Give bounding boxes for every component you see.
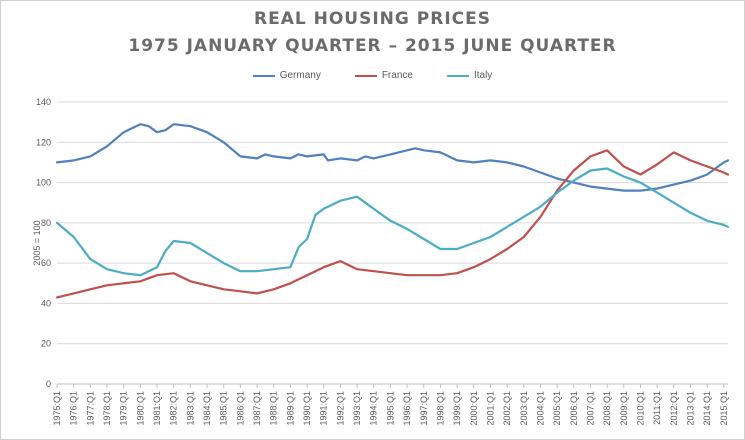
x-tick-label: 1991:Q1 xyxy=(319,391,329,426)
x-tick-label: 1989:Q1 xyxy=(285,391,295,426)
series-line-france xyxy=(55,149,730,299)
x-tick-label: 1985:Q1 xyxy=(219,391,229,426)
y-tick-label: 0 xyxy=(46,379,51,389)
x-tick-label: 1998:Q1 xyxy=(435,391,445,426)
x-tick-label: 2002:Q1 xyxy=(502,391,512,426)
y-tick-label: 140 xyxy=(36,97,51,107)
x-tick-label: 2000:Q1 xyxy=(469,391,479,426)
y-tick-label: 80 xyxy=(41,218,51,228)
y-tick-label: 120 xyxy=(36,137,51,147)
series-line-germany xyxy=(55,123,730,192)
x-tick-label: 2008:Q1 xyxy=(602,391,612,426)
x-tick-label: 1992:Q1 xyxy=(335,391,345,426)
x-tick-label: 2005:Q1 xyxy=(552,391,562,426)
x-tick-label: 2004:Q1 xyxy=(535,391,545,426)
legend-swatch-france xyxy=(354,74,377,77)
legend-item-germany: Germany xyxy=(252,70,321,81)
legend-item-italy: Italy xyxy=(446,70,493,81)
x-tick-label: 1983:Q1 xyxy=(185,391,195,426)
x-tick-label: 2001:Q1 xyxy=(485,391,495,426)
legend-label-germany: Germany xyxy=(279,70,321,81)
y-tick-label: 40 xyxy=(41,298,51,308)
x-tick-label: 2013:Q1 xyxy=(685,391,695,426)
x-tick-label: 1978:Q1 xyxy=(102,391,112,426)
x-tick-label: 1995:Q1 xyxy=(385,391,395,426)
x-tick-label: 1997:Q1 xyxy=(419,391,429,426)
x-tick-label: 2009:Q1 xyxy=(619,391,629,426)
x-tick-label: 1987:Q1 xyxy=(252,391,262,426)
x-tick-label: 2006:Q1 xyxy=(569,391,579,426)
legend-swatch-italy xyxy=(446,74,469,77)
x-tick-label: 2007:Q1 xyxy=(585,391,595,426)
x-tick-label: 1982:Q1 xyxy=(169,391,179,426)
x-tick-label: 1990:Q1 xyxy=(302,391,312,426)
x-tick-label: 1977:Q1 xyxy=(85,391,95,426)
x-tick-label: 2003:Q1 xyxy=(519,391,529,426)
x-tick-label: 1996:Q1 xyxy=(402,391,412,426)
legend-label-italy: Italy xyxy=(473,70,493,81)
x-tick-label: 1994:Q1 xyxy=(369,391,379,426)
x-tick-label: 1981:Q1 xyxy=(152,391,162,426)
x-tick-label: 1980:Q1 xyxy=(135,391,145,426)
x-tick-label: 2011:Q1 xyxy=(652,391,662,425)
x-tick-label: 1975:Q1 xyxy=(52,391,62,426)
series-line-italy xyxy=(55,167,730,277)
chart-legend: Germany France Italy xyxy=(0,70,745,81)
x-tick-label: 1999:Q1 xyxy=(452,391,462,426)
chart-title: REAL HOUSING PRICES xyxy=(254,9,491,29)
y-tick-label: 60 xyxy=(41,258,51,268)
x-tick-label: 1976:Q1 xyxy=(69,391,79,426)
x-tick-label: 2014:Q1 xyxy=(702,391,712,426)
x-tick-label: 1988:Q1 xyxy=(269,391,279,426)
y-tick-label: 100 xyxy=(36,178,51,188)
x-tick-label: 2015:Q1 xyxy=(719,391,729,426)
legend-item-france: France xyxy=(354,70,413,81)
y-tick-label: 20 xyxy=(41,339,51,349)
legend-swatch-germany xyxy=(252,74,275,77)
legend-label-france: France xyxy=(381,70,413,81)
y-axis-label: 2005 = 100 xyxy=(32,220,42,265)
x-tick-label: 1993:Q1 xyxy=(352,391,362,426)
x-tick-label: 2010:Q1 xyxy=(635,391,645,426)
chart-subtitle: 1975 JANUARY QUARTER – 2015 JUNE QUARTER xyxy=(128,36,617,56)
x-tick-label: 1984:Q1 xyxy=(202,391,212,426)
x-tick-label: 2012:Q1 xyxy=(669,391,679,426)
x-tick-label: 1986:Q1 xyxy=(235,391,245,426)
x-tick-label: 1979:Q1 xyxy=(119,391,129,426)
